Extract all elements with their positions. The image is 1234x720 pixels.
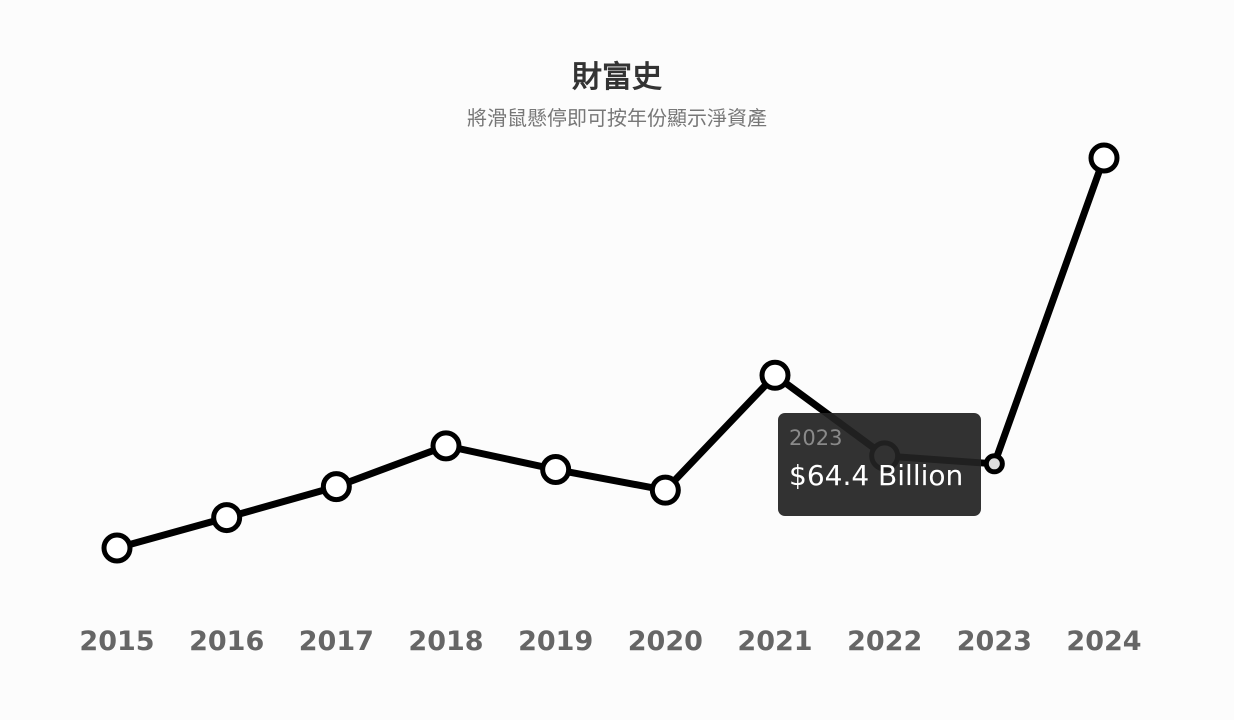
x-tick-label: 2017 bbox=[299, 626, 374, 657]
tooltip-value: $64.4 Billion bbox=[789, 459, 964, 492]
x-tick-label: 2019 bbox=[518, 626, 593, 657]
data-point-2017[interactable] bbox=[320, 471, 352, 503]
chart-subtitle: 將滑鼠懸停即可按年份顯示淨資產 bbox=[467, 106, 767, 130]
tooltip-year: 2023 bbox=[789, 426, 843, 450]
x-tick-label: 2016 bbox=[189, 626, 264, 657]
chart-title: 財富史 bbox=[572, 60, 662, 95]
data-point-2018[interactable] bbox=[430, 430, 462, 462]
data-point-2019[interactable] bbox=[540, 454, 572, 486]
x-tick-label: 2023 bbox=[957, 626, 1032, 657]
x-tick-label: 2020 bbox=[628, 626, 703, 657]
x-tick-label: 2015 bbox=[79, 626, 154, 657]
x-tick-label: 2021 bbox=[737, 626, 812, 657]
data-point-2016[interactable] bbox=[211, 502, 243, 534]
data-point-2015[interactable] bbox=[101, 532, 133, 564]
data-point-2024[interactable] bbox=[1088, 142, 1120, 174]
x-tick-label: 2018 bbox=[408, 626, 483, 657]
x-tick-label: 2022 bbox=[847, 626, 922, 657]
data-point-2020[interactable] bbox=[649, 474, 681, 506]
data-point-2021[interactable] bbox=[759, 359, 791, 391]
data-point-2023[interactable] bbox=[983, 453, 1005, 475]
tooltip: 2023 $64.4 Billion bbox=[778, 413, 981, 516]
x-tick-label: 2024 bbox=[1066, 626, 1141, 657]
